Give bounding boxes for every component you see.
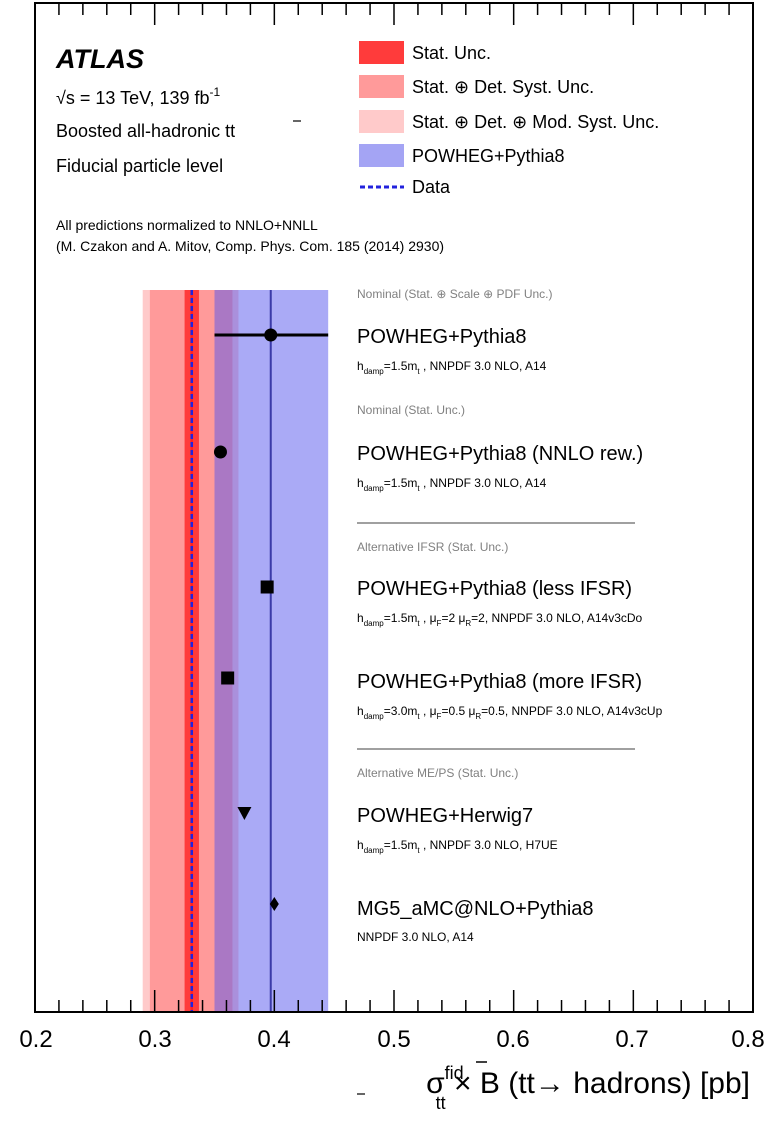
uncertainty-bands (142, 290, 329, 1012)
x-tick-label: 0.2 (19, 1026, 52, 1053)
prediction-name-more-ifsr: POWHEG+Pythia8 (more IFSR) (357, 671, 642, 693)
legend-swatch-powheg (359, 144, 404, 167)
prediction-marker-diamond (269, 897, 279, 911)
legend-swatch-stat (359, 41, 404, 64)
normalization-note: All predictions normalized to NNLO+NNLL (56, 217, 318, 233)
legend-label-det: Stat. ⊕ Det. Syst. Unc. (412, 77, 594, 97)
legend-label-stat: Stat. Unc. (412, 43, 491, 63)
axis-ticks (34, 3, 754, 1012)
prediction-name-powheg-nominal: POWHEG+Pythia8 (357, 326, 527, 348)
x-tick-label: 0.5 (377, 1026, 410, 1053)
x-axis-title: σfid tt × B (tt→ hadrons) [pb] (426, 1063, 750, 1113)
prediction-marker-triangle (237, 807, 252, 820)
section-ifsr: Alternative IFSR (Stat. Unc.) (357, 540, 508, 554)
level-label: Fiducial particle level (56, 156, 223, 176)
prediction-name-mg5: MG5_aMC@NLO+Pythia8 (357, 898, 594, 920)
legend-label-data: Data (412, 177, 451, 197)
x-tick-label: 0.7 (615, 1026, 648, 1053)
prediction-settings-powheg-nnlo: hdamp=1.5mt , NNPDF 3.0 NLO, A14 (357, 476, 547, 493)
prediction-markers (213, 328, 329, 911)
x-tick-label: 0.8 (731, 1026, 764, 1053)
x-tick-label: 0.6 (496, 1026, 529, 1053)
normalization-reference: (M. Czakon and A. Mitov, Comp. Phys. Com… (56, 238, 444, 254)
legend-swatch-mod (359, 110, 404, 133)
prediction-name-powheg-nnlo: POWHEG+Pythia8 (NNLO rew.) (357, 443, 643, 465)
legend-label-mod: Stat. ⊕ Det. ⊕ Mod. Syst. Unc. (412, 112, 659, 132)
experiment-label: ATLAS (55, 44, 144, 74)
x-tick-label: 0.4 (257, 1026, 290, 1053)
prediction-settings-mg5: NNPDF 3.0 NLO, A14 (357, 930, 474, 944)
prediction-name-herwig: POWHEG+Herwig7 (357, 805, 533, 827)
section-nominal-syst: Nominal (Stat. ⊕ Scale ⊕ PDF Unc.) (357, 287, 553, 301)
energy-lumi-label: √s = 13 TeV, 139 fb-1 (56, 85, 221, 108)
channel-label: Boosted all-hadronic tt (56, 121, 235, 141)
prediction-settings-herwig: hdamp=1.5mt , NNPDF 3.0 NLO, H7UE (357, 838, 558, 855)
prediction-settings-more-ifsr: hdamp=3.0mt , μF=0.5 μR=0.5, NNPDF 3.0 N… (357, 704, 663, 721)
prediction-settings-less-ifsr: hdamp=1.5mt , μF=2 μR=2, NNPDF 3.0 NLO, … (357, 611, 643, 628)
prediction-marker-circle (264, 328, 278, 342)
legend: Stat. Unc. Stat. ⊕ Det. Syst. Unc. Stat.… (359, 41, 659, 197)
legend-swatch-det (359, 75, 404, 98)
prediction-marker-square (260, 580, 274, 594)
x-tick-labels: 0.2 0.3 0.4 0.5 0.6 0.7 0.8 (19, 1026, 764, 1053)
prediction-marker-square (221, 671, 235, 685)
prediction-settings-powheg-nominal: hdamp=1.5mt , NNPDF 3.0 NLO, A14 (357, 359, 547, 376)
section-nominal-stat: Nominal (Stat. Unc.) (357, 403, 465, 417)
prediction-marker-circle (213, 445, 227, 459)
prediction-name-less-ifsr: POWHEG+Pythia8 (less IFSR) (357, 578, 632, 600)
x-tick-label: 0.3 (138, 1026, 171, 1053)
legend-label-powheg: POWHEG+Pythia8 (412, 146, 565, 166)
section-meps: Alternative ME/PS (Stat. Unc.) (357, 766, 518, 780)
